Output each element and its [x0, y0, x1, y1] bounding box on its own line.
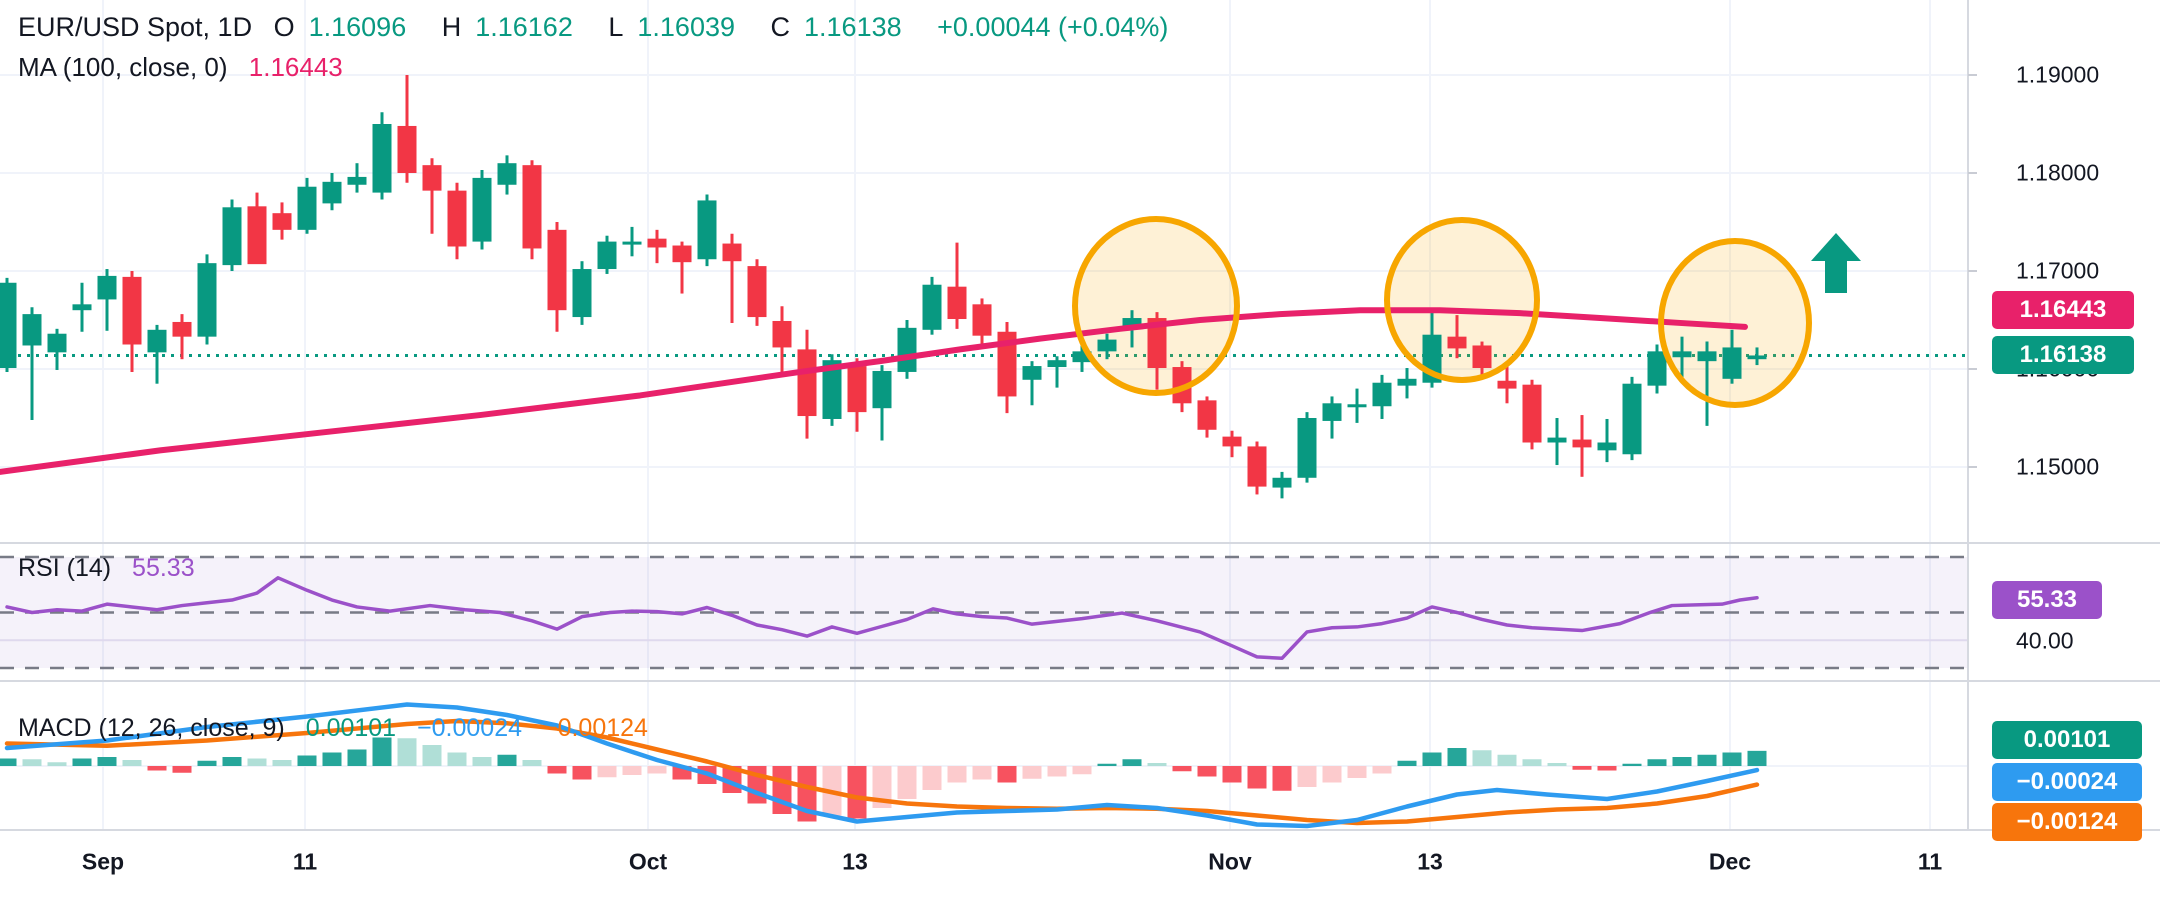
price-badge: 1.16443 [1992, 291, 2134, 329]
time-label-11: 11 [1917, 848, 1943, 875]
ohlc-high: H 1.16162 [441, 12, 573, 42]
macd-signal-line [4, 718, 1760, 826]
axis-price-label: 1.19000 [2016, 61, 2100, 88]
time-label-11: 11 [292, 848, 318, 875]
macd-hist-value: 0.00101 [305, 714, 397, 742]
rsi-value: 55.33 [132, 554, 195, 582]
macd-label[interactable]: MACD (12, 26, close, 9) [18, 714, 285, 742]
axis-price-label: 40.00 [2016, 627, 2074, 654]
time-label-13: 13 [1417, 848, 1443, 875]
macd-badge: −0.00124 [1992, 803, 2142, 841]
ma-label[interactable]: MA (100, close, 0) [18, 52, 228, 82]
axis-price-label: 1.18000 [2016, 159, 2100, 186]
axis-price-label: 1.15000 [2016, 453, 2100, 480]
macd-histogram [0, 737, 1767, 822]
ma-value: 1.16443 [248, 52, 343, 82]
time-label-oct: Oct [628, 848, 668, 875]
ohlc-open: O 1.16096 [273, 12, 407, 42]
macd-legend[interactable]: MACD (12, 26, close, 9) 0.00101 −0.00024… [18, 714, 662, 743]
macd-badge: −0.00024 [1992, 763, 2142, 801]
ohlc-close: C 1.16138 [770, 12, 902, 42]
gridlines [0, 0, 1968, 830]
rsi-label[interactable]: RSI (14) [18, 554, 112, 582]
ma100-line[interactable] [0, 307, 1748, 475]
price-badge: 1.16138 [1992, 336, 2134, 374]
rsi-line [5, 576, 1759, 661]
symbol-legend[interactable]: EUR/USD Spot, 1D O 1.16096 H 1.16162 L 1.16… [18, 12, 1182, 43]
time-label-13: 13 [842, 848, 868, 875]
rsi-badge: 55.33 [1992, 581, 2102, 619]
highlight-circles[interactable] [1072, 216, 1812, 408]
time-label-dec: Dec [1708, 848, 1752, 875]
ma-legend[interactable]: MA (100, close, 0) 1.16443 [18, 52, 357, 83]
change-value: +0.00044 (+0.04%) [937, 12, 1169, 42]
macd-signal-value: −0.00124 [542, 714, 648, 742]
rsi-band [0, 555, 1968, 670]
time-label-sep: Sep [81, 848, 125, 875]
up-arrow-annotation[interactable] [1811, 233, 1861, 293]
candlestick-series[interactable] [0, 75, 1767, 499]
pane-separators[interactable] [0, 0, 2160, 831]
macd-main-line [4, 702, 1760, 829]
symbol-title[interactable]: EUR/USD Spot, 1D [18, 12, 253, 42]
ohlc-low: L 1.16039 [608, 12, 735, 42]
macd-badge: 0.00101 [1992, 721, 2142, 759]
macd-line-value: −0.00024 [417, 714, 523, 742]
axis-price-label: 1.17000 [2016, 257, 2100, 284]
time-label-nov: Nov [1208, 848, 1252, 875]
rsi-legend[interactable]: RSI (14) 55.33 [18, 554, 209, 583]
